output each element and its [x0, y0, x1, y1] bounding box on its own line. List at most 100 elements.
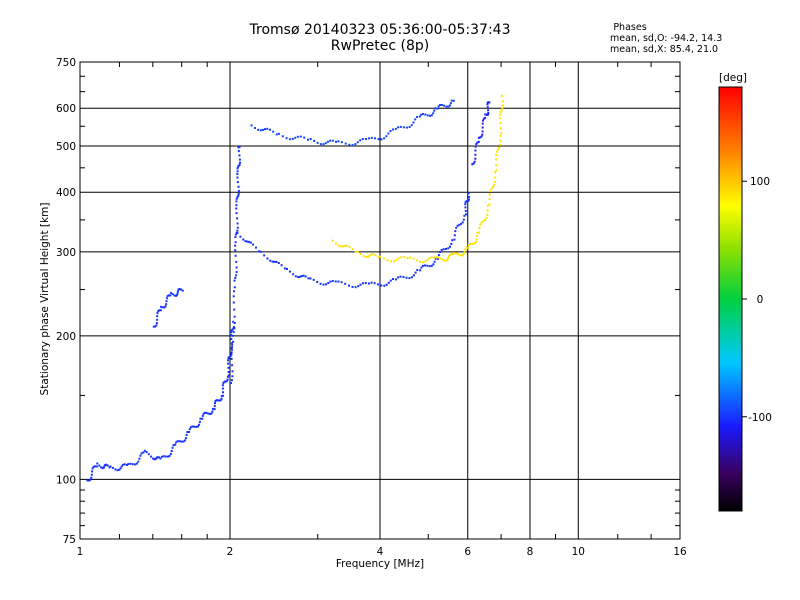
data-point [340, 245, 343, 248]
data-point [160, 455, 163, 458]
data-point [138, 457, 141, 460]
data-point [231, 346, 234, 349]
data-point [86, 479, 89, 482]
data-point [191, 425, 194, 428]
data-point [334, 242, 337, 245]
data-point [468, 196, 471, 198]
x-tick-label: 16 [673, 546, 687, 558]
data-point [155, 324, 158, 327]
data-point [410, 124, 413, 127]
data-point [448, 104, 451, 107]
data-point [210, 412, 213, 415]
data-point [410, 276, 413, 279]
data-point [220, 397, 223, 400]
data-point [202, 412, 205, 415]
data-point [322, 143, 325, 146]
data-point [389, 279, 392, 282]
data-point [213, 408, 216, 411]
data-point [488, 193, 491, 196]
data-point [209, 413, 212, 415]
data-point [220, 395, 223, 398]
data-point [111, 466, 114, 469]
data-point [183, 439, 186, 442]
data-point [259, 129, 262, 132]
data-point [235, 260, 238, 263]
data-point [372, 253, 375, 256]
data-point [433, 256, 436, 259]
data-point [344, 282, 347, 285]
data-point [400, 256, 403, 259]
data-point [227, 359, 229, 362]
data-point [383, 284, 386, 287]
data-point [257, 128, 260, 131]
data-point [464, 210, 467, 212]
data-point [235, 200, 238, 203]
data-point [434, 257, 437, 260]
data-point [230, 334, 232, 337]
data-point [275, 260, 278, 263]
data-point [379, 255, 382, 258]
y-tick-label: 75 [63, 534, 76, 546]
data-point [465, 213, 467, 216]
data-point [419, 260, 421, 263]
data-point [156, 318, 159, 321]
data-point [145, 451, 148, 453]
data-point [309, 138, 312, 140]
data-point [232, 340, 235, 343]
data-point [236, 222, 239, 225]
colorbar-tick-label: 0 [757, 294, 764, 306]
data-point [495, 154, 498, 156]
data-point [449, 102, 452, 105]
data-point [499, 122, 502, 124]
colorbar: -100 0 100 [718, 86, 772, 512]
data-point [211, 410, 214, 413]
data-point [237, 185, 240, 188]
data-point [344, 244, 346, 247]
data-point [156, 312, 159, 315]
data-point [499, 139, 502, 142]
data-point [230, 347, 233, 350]
data-point [213, 405, 216, 408]
data-point [283, 267, 286, 270]
data-point [484, 219, 486, 221]
data-point [331, 139, 334, 142]
data-point [238, 163, 241, 166]
data-point [415, 259, 418, 262]
data-point [461, 221, 464, 224]
data-point [264, 128, 266, 131]
data-point [325, 283, 328, 286]
data-point [462, 253, 465, 256]
data-point [307, 277, 310, 280]
data-point [442, 258, 445, 261]
data-point [236, 170, 239, 173]
data-point [402, 126, 405, 129]
data-point [435, 256, 438, 259]
data-point [439, 257, 442, 260]
data-point [236, 226, 239, 229]
data-point [487, 109, 490, 112]
data-point [448, 254, 451, 256]
data-point [125, 464, 128, 466]
data-point [237, 150, 240, 153]
data-point [402, 276, 405, 278]
data-point [493, 180, 496, 183]
data-point [480, 221, 483, 224]
data-point [297, 276, 300, 279]
data-point [193, 425, 196, 428]
data-point [479, 136, 482, 139]
data-point [326, 140, 329, 143]
data-point [119, 467, 122, 470]
data-point [172, 444, 175, 447]
data-point [486, 106, 489, 109]
data-point [437, 105, 440, 108]
data-point [122, 463, 124, 466]
data-point [499, 117, 502, 120]
data-point [459, 254, 462, 257]
data-point [475, 241, 478, 243]
data-point [475, 238, 478, 241]
data-point [131, 463, 134, 466]
data-point [426, 114, 429, 117]
data-point [463, 251, 466, 253]
data-point [495, 163, 498, 166]
data-point [152, 325, 155, 328]
